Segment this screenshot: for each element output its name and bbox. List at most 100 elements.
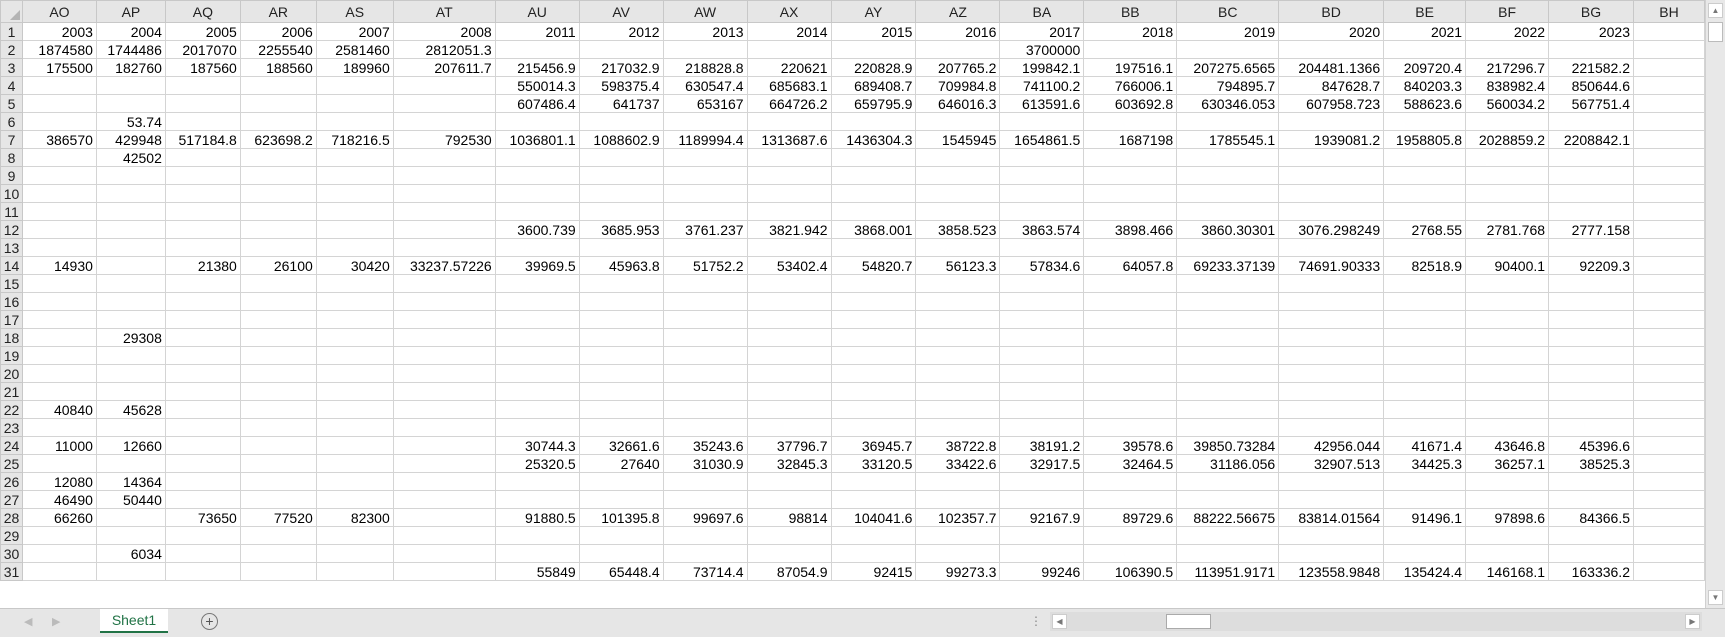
cell-bc9[interactable] [1176, 166, 1280, 185]
cell-aq23[interactable] [164, 418, 241, 437]
row-header[interactable]: 20 [0, 364, 23, 383]
cell-ax15[interactable] [746, 274, 832, 293]
row-header[interactable]: 7 [0, 130, 23, 149]
cell-ao7[interactable]: 386570 [21, 130, 97, 149]
row-header[interactable]: 28 [0, 508, 23, 527]
cell-av9[interactable] [578, 166, 664, 185]
cell-bh25[interactable] [1633, 454, 1705, 473]
cell-bf28[interactable]: 97898.6 [1465, 508, 1550, 527]
cell-ar10[interactable] [239, 184, 317, 203]
cell-au24[interactable]: 30744.3 [494, 436, 580, 455]
spreadsheet-grid[interactable]: AO AP AQ AR AS AT AU AV AW AX AY AZ BA BB BC BD BE BF BG BH… [0, 0, 1705, 608]
cell-bb24[interactable]: 39578.6 [1083, 436, 1178, 455]
cell-table[interactable]: AO AP AQ AR AS AT AU AV AW AX AY AZ BA BB BC BD BE BF BG BH… [0, 0, 1705, 581]
cell-av24[interactable]: 32661.6 [578, 436, 664, 455]
cell-ar30[interactable] [239, 544, 317, 563]
cell-ay17[interactable] [830, 310, 917, 329]
cell-av10[interactable] [578, 184, 664, 203]
cell-as12[interactable] [315, 220, 394, 239]
cell-ay11[interactable] [830, 202, 917, 221]
cell-ax9[interactable] [746, 166, 832, 185]
cell-bg11[interactable] [1548, 202, 1634, 221]
cell-ar14[interactable]: 26100 [239, 256, 317, 275]
cell-bd28[interactable]: 83814.01564 [1278, 508, 1385, 527]
cell-bd21[interactable] [1278, 382, 1385, 401]
cell-bg27[interactable] [1548, 490, 1634, 509]
cell-at27[interactable] [392, 490, 496, 509]
cell-bh23[interactable] [1633, 418, 1705, 437]
cell-ar25[interactable] [239, 454, 317, 473]
cell-bd8[interactable] [1278, 148, 1385, 167]
cell-ao3[interactable]: 175500 [21, 58, 97, 77]
cell-aq28[interactable]: 73650 [164, 508, 241, 527]
cell-bd24[interactable]: 42956.044 [1278, 436, 1385, 455]
cell-ba4[interactable]: 741100.2 [999, 76, 1085, 95]
cell-ao26[interactable]: 12080 [21, 472, 97, 491]
cell-at22[interactable] [392, 400, 496, 419]
cell-az14[interactable]: 56123.3 [915, 256, 1001, 275]
cell-at18[interactable] [392, 328, 496, 347]
cell-aw1[interactable]: 2013 [662, 22, 748, 41]
cell-ao2[interactable]: 1874580 [21, 40, 97, 59]
cell-at16[interactable] [392, 292, 496, 311]
cell-ap14[interactable] [95, 256, 166, 275]
cell-ay2[interactable] [830, 40, 917, 59]
row-header[interactable]: 29 [0, 526, 23, 545]
cell-aq21[interactable] [164, 382, 241, 401]
cell-at19[interactable] [392, 346, 496, 365]
cell-be3[interactable]: 209720.4 [1383, 58, 1467, 77]
cell-ax1[interactable]: 2014 [746, 22, 832, 41]
cell-bb22[interactable] [1083, 400, 1178, 419]
cell-ax13[interactable] [746, 238, 832, 257]
cell-bd12[interactable]: 3076.298249 [1278, 220, 1385, 239]
cell-bg17[interactable] [1548, 310, 1634, 329]
cell-bf1[interactable]: 2022 [1465, 22, 1550, 41]
cell-ar20[interactable] [239, 364, 317, 383]
cell-aq1[interactable]: 2005 [164, 22, 241, 41]
cell-bd18[interactable] [1278, 328, 1385, 347]
cell-az27[interactable] [915, 490, 1001, 509]
cell-bg26[interactable] [1548, 472, 1634, 491]
cell-bc24[interactable]: 39850.73284 [1176, 436, 1280, 455]
cell-az16[interactable] [915, 292, 1001, 311]
cell-ap31[interactable] [95, 562, 166, 581]
cell-at24[interactable] [392, 436, 496, 455]
cell-ap20[interactable] [95, 364, 166, 383]
row-header[interactable]: 9 [0, 166, 23, 185]
cell-bd26[interactable] [1278, 472, 1385, 491]
cell-bf23[interactable] [1465, 418, 1550, 437]
cell-as30[interactable] [315, 544, 394, 563]
cell-ay7[interactable]: 1436304.3 [830, 130, 917, 149]
cell-ar5[interactable] [239, 94, 317, 113]
cell-bd31[interactable]: 123558.9848 [1278, 562, 1385, 581]
cell-au17[interactable] [494, 310, 580, 329]
cell-au18[interactable] [494, 328, 580, 347]
cell-az11[interactable] [915, 202, 1001, 221]
cell-ar3[interactable]: 188560 [239, 58, 317, 77]
cell-bd1[interactable]: 2020 [1278, 22, 1385, 41]
cell-aw18[interactable] [662, 328, 748, 347]
cell-bg2[interactable] [1548, 40, 1634, 59]
cell-ar26[interactable] [239, 472, 317, 491]
cell-at1[interactable]: 2008 [392, 22, 496, 41]
cell-at21[interactable] [392, 382, 496, 401]
vertical-scroll-thumb[interactable] [1708, 22, 1723, 42]
cell-bg31[interactable]: 163336.2 [1548, 562, 1634, 581]
cell-ap18[interactable]: 29308 [95, 328, 166, 347]
cell-bf8[interactable] [1465, 148, 1550, 167]
cell-ap19[interactable] [95, 346, 166, 365]
cell-aq4[interactable] [164, 76, 241, 95]
cell-as10[interactable] [315, 184, 394, 203]
cell-be13[interactable] [1383, 238, 1467, 257]
cell-ao18[interactable] [21, 328, 97, 347]
cell-ba16[interactable] [999, 292, 1085, 311]
row-header[interactable]: 16 [0, 292, 23, 311]
cell-aq17[interactable] [164, 310, 241, 329]
cell-ao6[interactable] [21, 112, 97, 131]
cell-at31[interactable] [392, 562, 496, 581]
cell-av19[interactable] [578, 346, 664, 365]
cell-bf5[interactable]: 560034.2 [1465, 94, 1550, 113]
cell-ap16[interactable] [95, 292, 166, 311]
scroll-left-icon[interactable]: ◀ [1052, 614, 1067, 629]
cell-aw10[interactable] [662, 184, 748, 203]
